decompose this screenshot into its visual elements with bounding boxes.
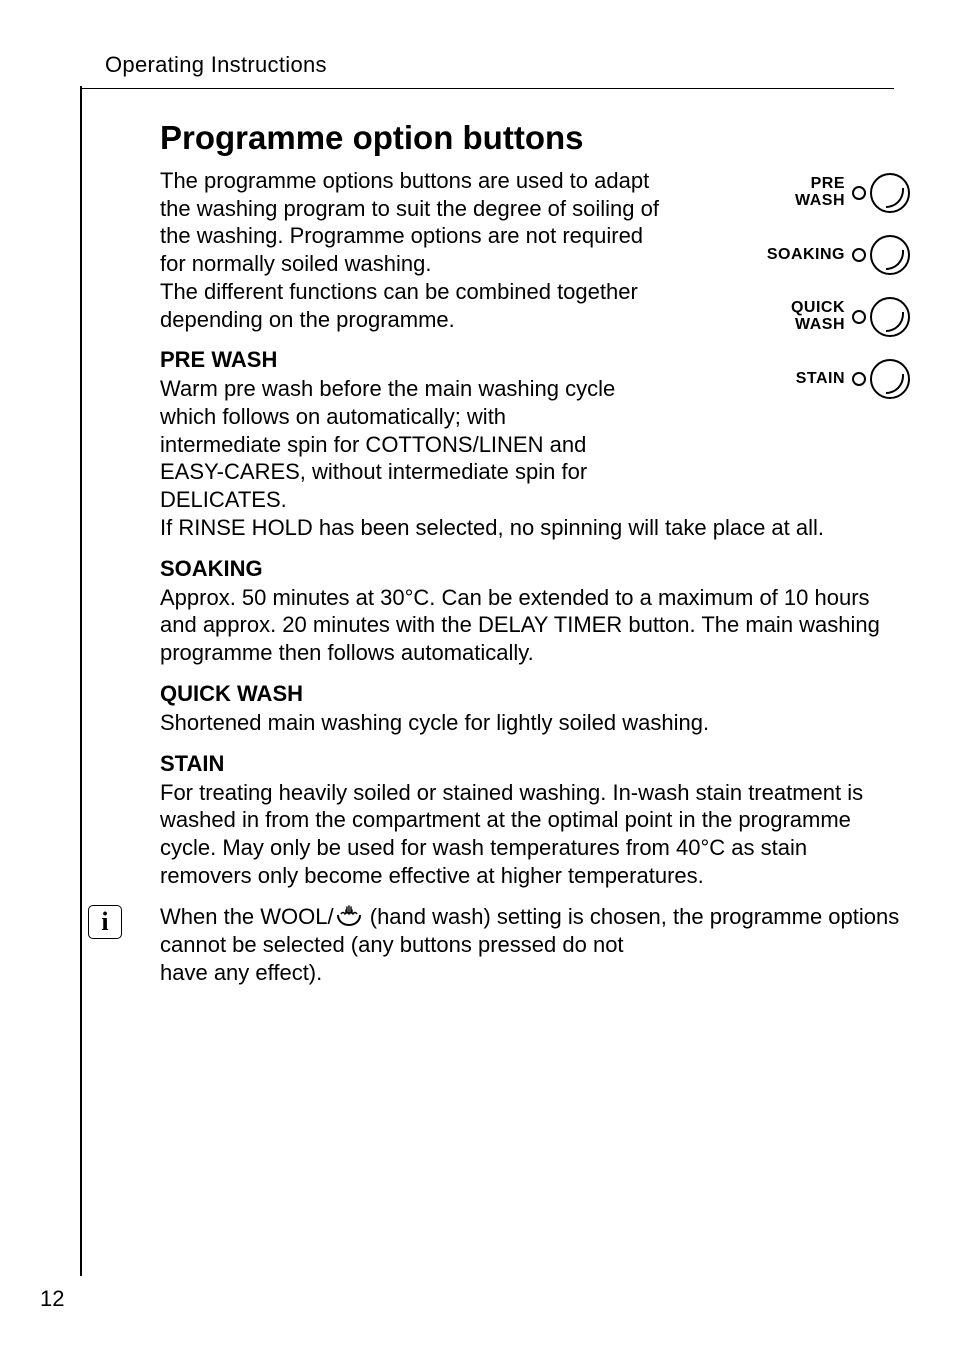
header-section: Operating Instructions	[105, 52, 894, 78]
panel-row-stain: STAIN	[710, 357, 910, 401]
panel-row-quickwash: QUICK WASH	[710, 295, 910, 339]
hand-wash-icon	[336, 905, 362, 927]
body-quickwash: Shortened main washing cycle for lightly…	[160, 709, 900, 737]
content-area: Programme option buttons The programme o…	[160, 119, 900, 987]
panel-label-prewash: PRE WASH	[795, 176, 845, 210]
page-number: 12	[40, 1286, 64, 1312]
intro-text: The programme options buttons are used t…	[160, 167, 660, 333]
info-note-pre: When the WOOL/	[160, 904, 334, 929]
knob-icon	[870, 173, 910, 213]
led-icon	[852, 310, 866, 324]
panel-row-soaking: SOAKING	[710, 233, 910, 277]
heading-stain: STAIN	[160, 751, 900, 777]
panel-label-quickwash: QUICK WASH	[791, 300, 845, 334]
led-icon	[852, 248, 866, 262]
led-icon	[852, 372, 866, 386]
info-note-row: i When the WOOL/ (hand wash) setting is …	[160, 903, 900, 986]
info-icon: i	[88, 905, 122, 939]
panel-row-prewash: PRE WASH	[710, 171, 910, 215]
panel-label-stain: STAIN	[796, 371, 845, 388]
info-note-post: have any effect).	[160, 960, 322, 985]
body-soaking: Approx. 50 minutes at 30°C. Can be exten…	[160, 584, 900, 667]
option-button-panel: PRE WASH SOAKING QUICK WASH STAIN	[710, 171, 910, 419]
intro-block: The programme options buttons are used t…	[160, 167, 900, 333]
body-stain: For treating heavily soiled or stained w…	[160, 779, 900, 890]
page-title: Programme option buttons	[160, 119, 900, 157]
heading-quickwash: QUICK WASH	[160, 681, 900, 707]
heading-soaking: SOAKING	[160, 556, 900, 582]
led-icon	[852, 186, 866, 200]
info-note-text: When the WOOL/ (hand wash) setting is ch…	[160, 903, 900, 986]
knob-icon	[870, 235, 910, 275]
header-rule	[80, 88, 894, 89]
page: Operating Instructions Programme option …	[0, 0, 954, 1352]
body-prewash-wide: If RINSE HOLD has been selected, no spin…	[160, 515, 824, 540]
panel-label-soaking: SOAKING	[767, 247, 845, 264]
vertical-rule	[80, 86, 82, 1276]
knob-icon	[870, 297, 910, 337]
body-prewash-narrow: Warm pre wash before the main washing cy…	[160, 375, 620, 514]
knob-icon	[870, 359, 910, 399]
